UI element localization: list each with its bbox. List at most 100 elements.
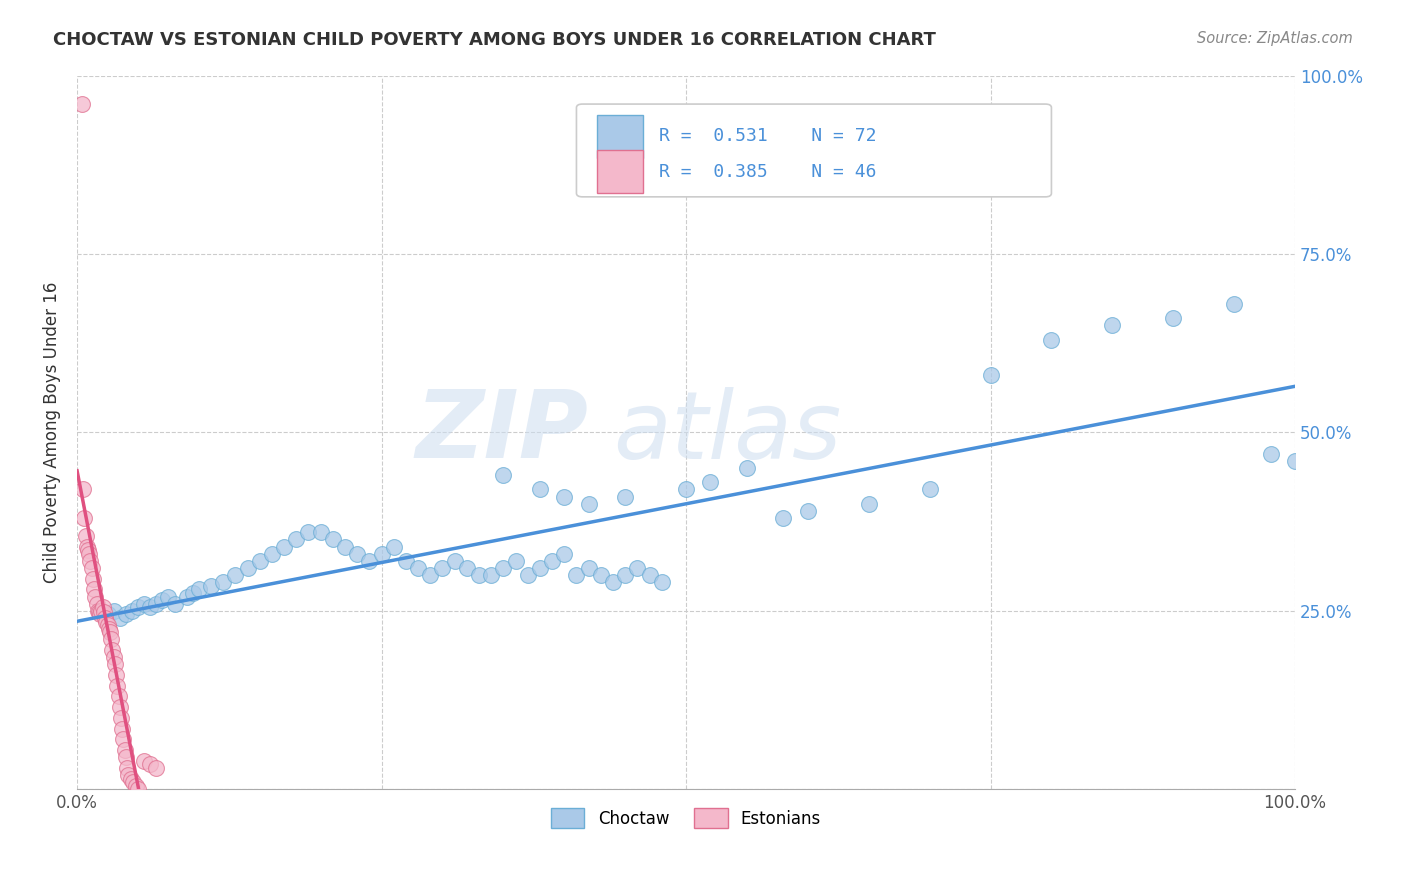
Point: [309, 525, 332, 540]
Point: [651, 575, 673, 590]
Point: [456, 561, 478, 575]
Point: [382, 540, 405, 554]
Bar: [598, 115, 644, 158]
Point: [176, 590, 198, 604]
Point: [79, 554, 101, 568]
Point: [1040, 333, 1063, 347]
FancyBboxPatch shape: [576, 104, 1052, 197]
Point: [75, 529, 97, 543]
Point: [96, 618, 118, 632]
Point: [117, 768, 139, 782]
Point: [578, 561, 600, 575]
Point: [98, 625, 121, 640]
Point: [127, 600, 149, 615]
Bar: [598, 151, 644, 194]
Point: [333, 540, 356, 554]
Point: [1260, 447, 1282, 461]
Text: CHOCTAW VS ESTONIAN CHILD POVERTY AMONG BOYS UNDER 16 CORRELATION CHART: CHOCTAW VS ESTONIAN CHILD POVERTY AMONG …: [53, 31, 936, 49]
Y-axis label: Child Poverty Among Boys Under 16: Child Poverty Among Boys Under 16: [44, 282, 60, 583]
Point: [614, 568, 637, 582]
Point: [541, 554, 564, 568]
Point: [163, 597, 186, 611]
Point: [114, 607, 136, 622]
Point: [104, 657, 127, 672]
Point: [492, 561, 515, 575]
Point: [675, 483, 697, 497]
Point: [406, 561, 429, 575]
Point: [91, 600, 114, 615]
Point: [200, 579, 222, 593]
Point: [505, 554, 527, 568]
Point: [115, 761, 138, 775]
Point: [114, 750, 136, 764]
Point: [97, 622, 120, 636]
Point: [145, 761, 167, 775]
Point: [72, 483, 94, 497]
Point: [112, 732, 135, 747]
Point: [419, 568, 441, 582]
Point: [322, 533, 344, 547]
Point: [1223, 297, 1246, 311]
Point: [132, 597, 155, 611]
Point: [589, 568, 612, 582]
Text: Source: ZipAtlas.com: Source: ZipAtlas.com: [1197, 31, 1353, 46]
Text: R =  0.385    N = 46: R = 0.385 N = 46: [659, 163, 877, 181]
Point: [614, 490, 637, 504]
Point: [602, 575, 624, 590]
Point: [82, 572, 104, 586]
Text: ZIP: ZIP: [416, 386, 589, 478]
Legend: Choctaw, Estonians: Choctaw, Estonians: [544, 802, 828, 834]
Point: [107, 690, 129, 704]
Point: [120, 772, 142, 786]
Point: [73, 511, 96, 525]
Point: [772, 511, 794, 525]
Point: [100, 632, 122, 647]
Point: [395, 554, 418, 568]
Point: [70, 97, 93, 112]
Point: [553, 490, 575, 504]
Point: [249, 554, 271, 568]
Point: [105, 668, 128, 682]
Point: [529, 561, 551, 575]
Point: [139, 757, 162, 772]
Point: [735, 461, 758, 475]
Point: [101, 643, 124, 657]
Point: [187, 582, 209, 597]
Point: [1284, 454, 1306, 468]
Point: [1161, 311, 1184, 326]
Point: [139, 600, 162, 615]
Point: [77, 547, 100, 561]
Point: [94, 611, 117, 625]
Point: [110, 711, 132, 725]
Point: [980, 368, 1002, 383]
Point: [699, 475, 721, 490]
Point: [111, 722, 134, 736]
Point: [103, 604, 125, 618]
Point: [83, 582, 105, 597]
Point: [181, 586, 204, 600]
Point: [297, 525, 319, 540]
Point: [80, 561, 103, 575]
Point: [93, 605, 115, 619]
Point: [565, 568, 588, 582]
Point: [516, 568, 538, 582]
Point: [553, 547, 575, 561]
Point: [96, 607, 118, 622]
Point: [468, 568, 491, 582]
Point: [96, 615, 118, 629]
Point: [105, 679, 128, 693]
Point: [260, 547, 283, 561]
Point: [77, 543, 100, 558]
Text: atlas: atlas: [613, 387, 841, 478]
Point: [918, 483, 941, 497]
Point: [212, 575, 235, 590]
Point: [121, 604, 143, 618]
Point: [479, 568, 502, 582]
Point: [108, 700, 131, 714]
Point: [858, 497, 880, 511]
Point: [359, 554, 381, 568]
Point: [492, 468, 515, 483]
Text: R =  0.531    N = 72: R = 0.531 N = 72: [659, 128, 877, 145]
Point: [150, 593, 173, 607]
Point: [638, 568, 661, 582]
